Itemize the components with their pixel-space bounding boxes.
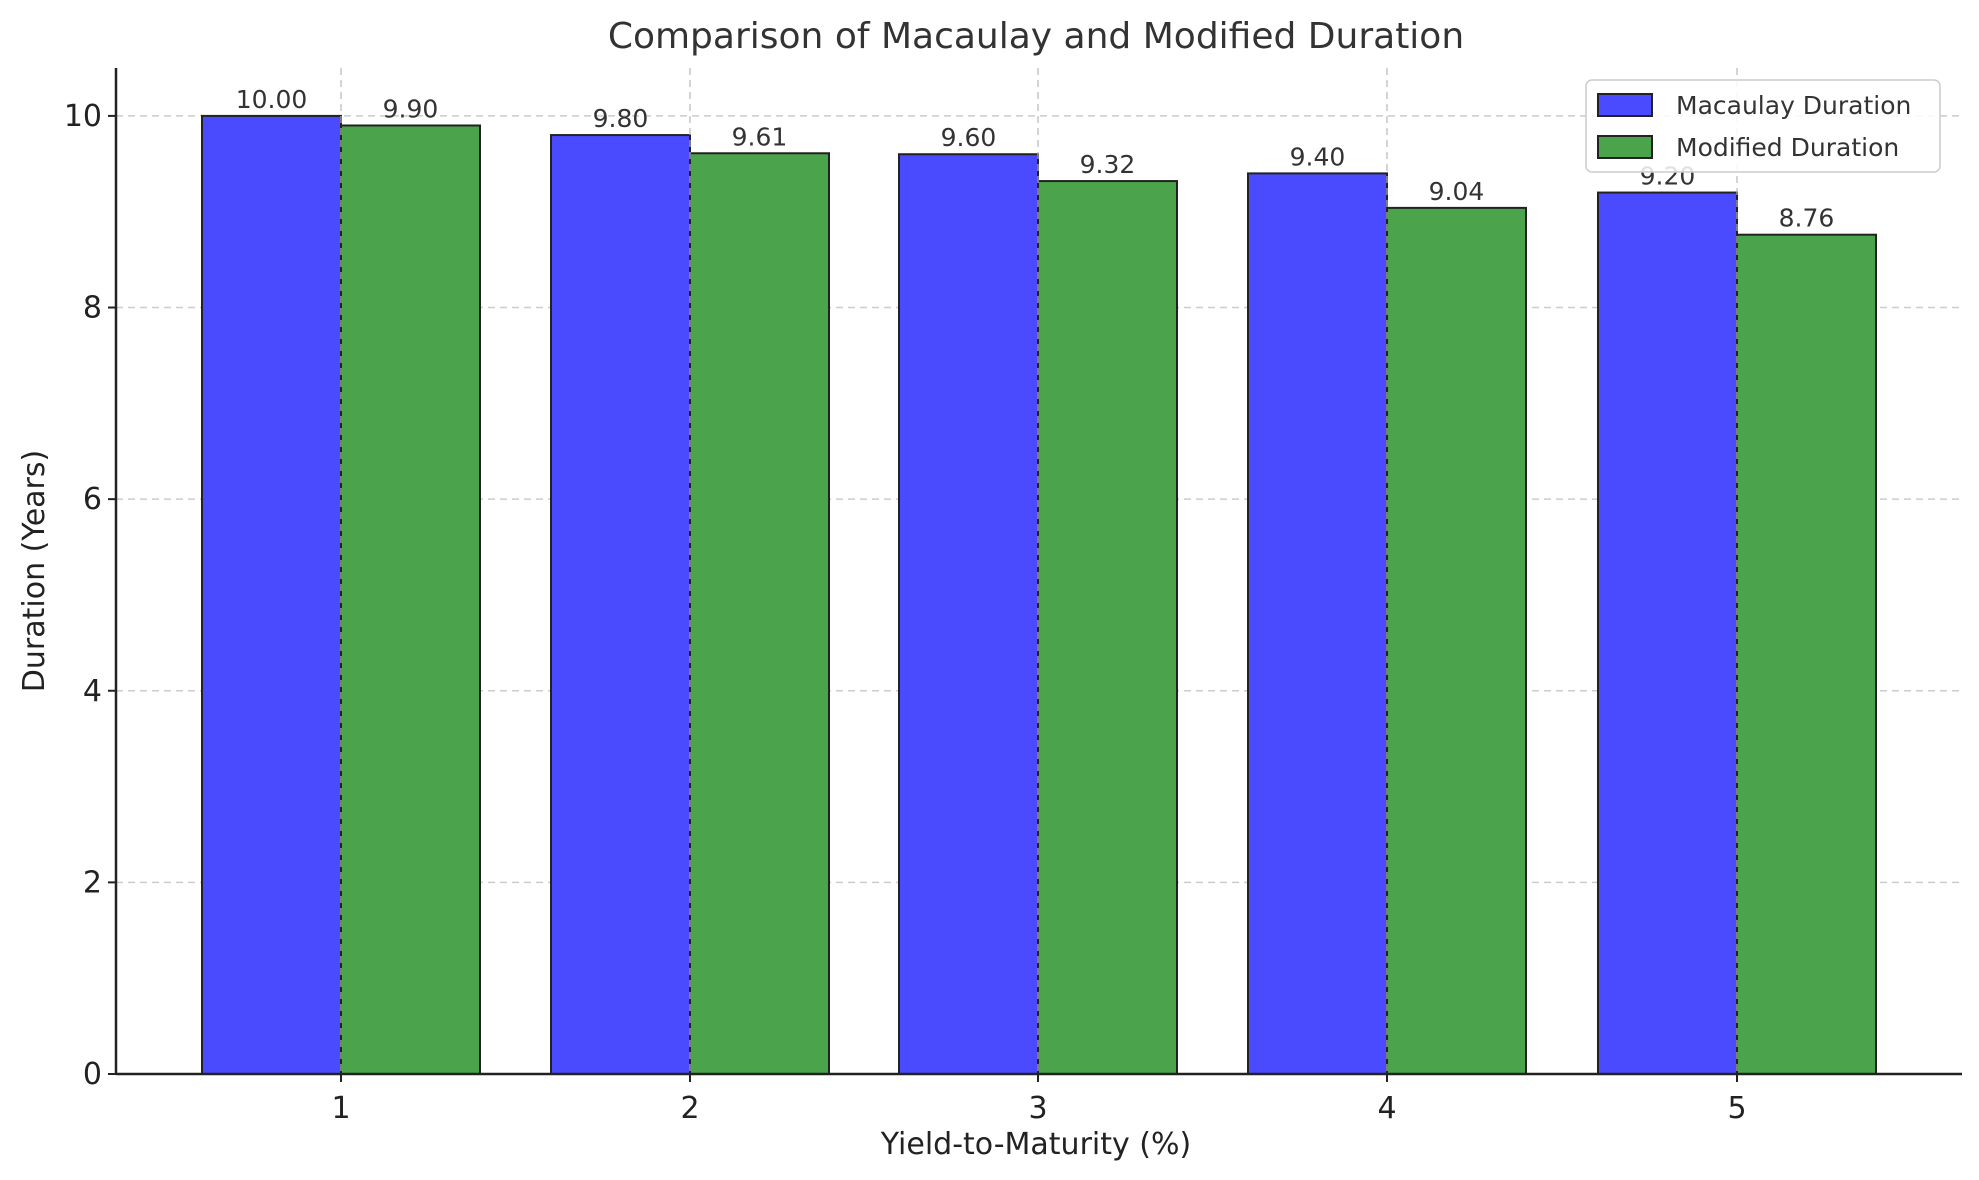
bar-macaulay-1 <box>201 114 342 1075</box>
bar-modified-4 <box>1386 206 1527 1076</box>
bar-modified-5 <box>1736 233 1877 1076</box>
legend-swatch <box>1597 135 1653 159</box>
legend-label: Macaulay Duration <box>1676 91 1911 120</box>
chart-title: Comparison of Macaulay and Modified Dura… <box>608 16 1464 57</box>
bar-macaulay-4 <box>1247 172 1388 1075</box>
legend-label: Modified Duration <box>1676 133 1899 162</box>
legend-frame <box>1585 79 1941 173</box>
x-tick-label: 4 <box>1377 1091 1396 1126</box>
bar-modified-2 <box>689 152 830 1076</box>
bar-value-label: 9.32 <box>1080 150 1136 179</box>
x-tick-label: 1 <box>331 1091 350 1126</box>
y-axis-label: Duration (Years) <box>17 450 52 692</box>
labels-layer: 10.009.809.609.409.209.909.619.329.048.7… <box>236 85 1835 233</box>
bars-layer <box>201 68 1877 1076</box>
bar-macaulay-5 <box>1597 191 1738 1076</box>
y-tick-label: 2 <box>83 865 102 900</box>
bar-value-label: 9.61 <box>732 122 788 151</box>
bar-value-label: 8.76 <box>1779 204 1835 233</box>
y-tick-label: 0 <box>83 1057 102 1092</box>
legend-swatch <box>1597 93 1653 117</box>
y-tick-label: 10 <box>64 99 102 134</box>
legend: Macaulay Duration Modified Duration <box>1585 79 1941 173</box>
bar-modified-3 <box>1037 180 1178 1075</box>
bar-value-label: 9.04 <box>1429 177 1485 206</box>
bar-value-label: 9.60 <box>941 123 997 152</box>
bar-macaulay-2 <box>550 134 691 1076</box>
x-tick-label: 2 <box>680 1091 699 1126</box>
x-tick-label: 3 <box>1028 1091 1047 1126</box>
bar-modified-1 <box>340 124 481 1075</box>
bar-value-label: 9.40 <box>1290 142 1346 171</box>
bar-value-label: 10.00 <box>236 85 308 114</box>
x-tick-label: 5 <box>1727 1091 1746 1126</box>
x-axis-label: Yield-to-Maturity (%) <box>880 1127 1191 1162</box>
y-tick-label: 6 <box>83 482 102 517</box>
bar-macaulay-3 <box>898 153 1039 1075</box>
y-tick-label: 8 <box>83 291 102 326</box>
y-tick-label: 4 <box>83 674 102 709</box>
bar-value-label: 9.80 <box>593 104 649 133</box>
bar-value-label: 9.90 <box>383 94 439 123</box>
